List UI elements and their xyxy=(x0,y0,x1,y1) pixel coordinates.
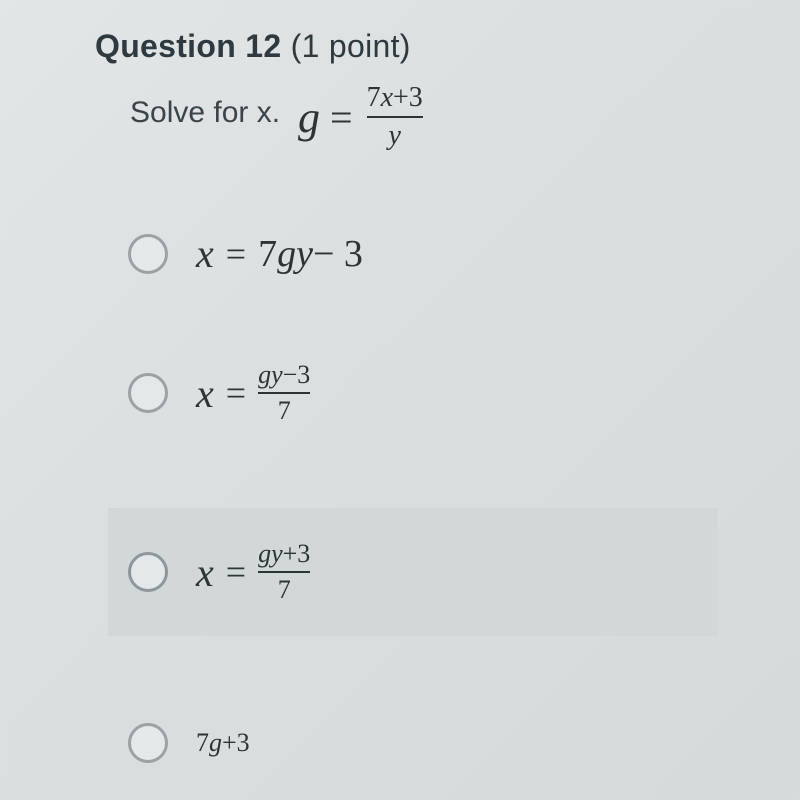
radio-icon[interactable] xyxy=(128,552,168,592)
eq-equals: = xyxy=(330,94,353,141)
fraction-bar xyxy=(367,116,423,118)
eq-lhs: g xyxy=(298,92,320,143)
option-c-math: x = gy+3 7 xyxy=(196,539,310,605)
eq-fraction: 7x+3 y xyxy=(367,82,423,152)
question-prompt: Solve for x. xyxy=(130,96,280,130)
radio-icon[interactable] xyxy=(128,373,168,413)
eq-numerator: 7x+3 xyxy=(367,82,423,114)
question-equation: g = 7x+3 y xyxy=(298,82,423,152)
option-a-math: x = 7gy − 3 xyxy=(196,230,363,277)
option-a[interactable]: x = 7gy − 3 xyxy=(128,230,363,277)
radio-icon[interactable] xyxy=(128,723,168,763)
option-b[interactable]: x = gy−3 7 xyxy=(128,360,310,426)
option-d[interactable]: 7g+3 xyxy=(128,720,250,766)
eq-denominator: y xyxy=(388,120,400,152)
option-d-math: 7g+3 xyxy=(196,720,250,766)
question-header: Question 12 (1 point) xyxy=(95,28,411,65)
question-points: (1 point) xyxy=(291,28,411,64)
option-b-math: x = gy−3 7 xyxy=(196,360,310,426)
option-c[interactable]: x = gy+3 7 xyxy=(108,508,718,636)
radio-icon[interactable] xyxy=(128,234,168,274)
question-number: Question 12 xyxy=(95,28,281,64)
